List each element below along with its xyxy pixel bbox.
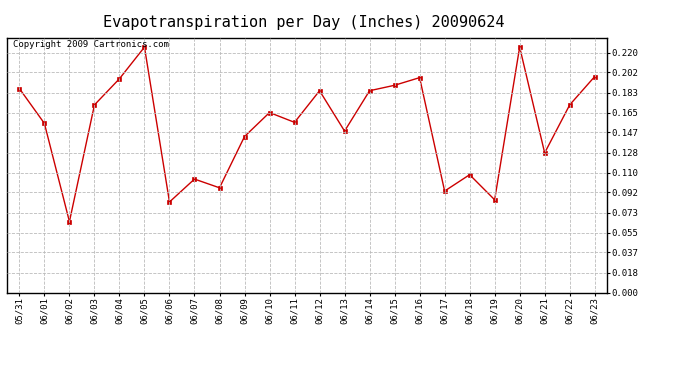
Text: Evapotranspiration per Day (Inches) 20090624: Evapotranspiration per Day (Inches) 2009… — [103, 15, 504, 30]
Text: Copyright 2009 Cartronics.com: Copyright 2009 Cartronics.com — [13, 40, 169, 49]
